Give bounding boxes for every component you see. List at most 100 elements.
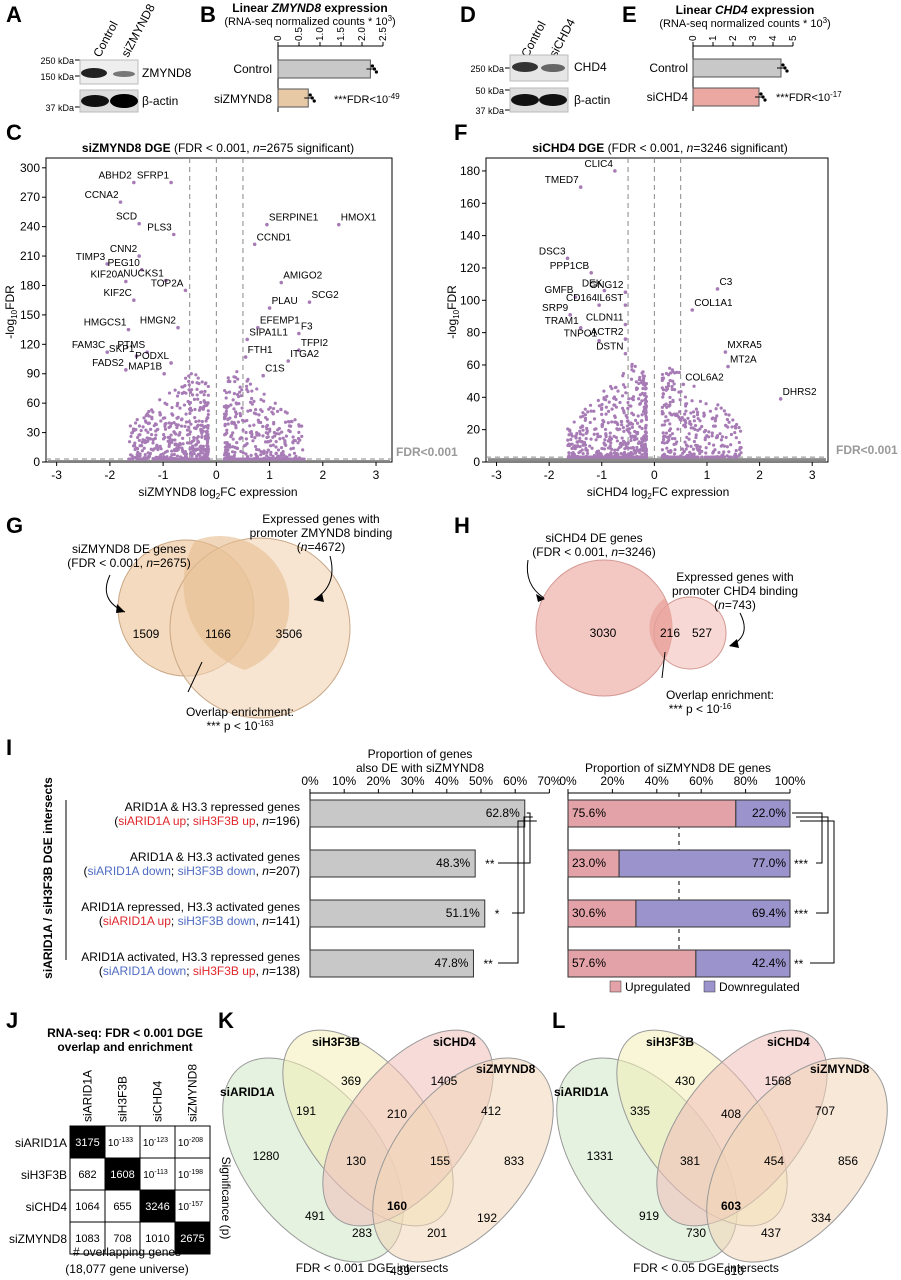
f-point: [585, 429, 589, 433]
f-point: [705, 434, 709, 438]
c-gene-point: [105, 262, 110, 266]
f-gene-point: [602, 288, 607, 293]
c-gene-label: SFRP1: [137, 171, 170, 182]
c-point: [189, 408, 194, 412]
i-row-label: ARID1A repressed, H3.3 activated genes: [81, 900, 300, 914]
c-point: [146, 430, 150, 434]
c-ytick-label: 150: [20, 308, 40, 322]
f-point: [695, 410, 700, 414]
c-point: [259, 398, 263, 402]
f-gene-label: DEK: [582, 279, 603, 290]
c-gene-point: [126, 327, 131, 332]
c-nonsig-band: [48, 460, 390, 461]
f-point: [667, 429, 672, 433]
panel-label-c: C: [6, 120, 22, 145]
f-point: [630, 364, 634, 368]
f-point: [692, 419, 696, 423]
c-point: [292, 451, 297, 455]
f-gene-label: PPP1CB: [550, 261, 590, 272]
f-frame: [485, 157, 829, 463]
c-gene-point: [252, 242, 257, 247]
c-point: [271, 454, 275, 458]
c-point: [226, 376, 230, 380]
j-upper-value: 10-198: [178, 1169, 203, 1181]
f-point: [635, 421, 640, 425]
g-overlap-area: [183, 535, 290, 670]
f-point: [642, 374, 646, 378]
j-row-label: siCHD4: [26, 1200, 68, 1214]
f-point: [661, 392, 665, 396]
i-right-tick-label: 100%: [775, 774, 806, 788]
c-gene-point: [286, 359, 291, 363]
c-point: [259, 420, 263, 425]
f-point: [621, 383, 626, 387]
f-point: [698, 445, 702, 449]
f-point: [668, 395, 672, 399]
c-point: [172, 421, 176, 425]
f-ytick-label: 100: [460, 293, 480, 307]
f-xtick-label: 3: [809, 468, 816, 482]
f-point: [629, 377, 634, 381]
c-point: [245, 455, 250, 459]
c-point: [183, 424, 187, 428]
f-point: [580, 448, 584, 452]
f-point: [672, 382, 676, 386]
f-point: [703, 428, 708, 433]
band-control-actin-d: [511, 94, 539, 106]
f-point: [716, 403, 720, 407]
f-point: [683, 395, 688, 399]
c-point: [160, 457, 164, 461]
f-point: [670, 385, 674, 389]
c-point: [130, 431, 134, 435]
c-point: [229, 403, 233, 407]
f-gene-point: [623, 290, 628, 295]
j-cell: [139, 1125, 176, 1159]
f-gene-label: ACTR2: [591, 327, 624, 338]
c-point: [133, 447, 137, 452]
f-point: [637, 381, 641, 386]
f-point: [628, 404, 632, 408]
l-caption: FDR < 0.05 DGE intersects: [633, 1261, 779, 1275]
c-point: [147, 421, 151, 425]
c-point: [206, 424, 210, 428]
c-ytick-label: 30: [27, 426, 41, 440]
f-point: [597, 455, 601, 459]
f-point: [722, 450, 726, 454]
c-point: [297, 430, 301, 434]
c-point: [243, 419, 247, 423]
f-point: [661, 377, 665, 381]
panel-label-e: E: [622, 2, 637, 27]
f-point: [719, 406, 723, 410]
f-point: [672, 452, 677, 456]
f-point: [668, 411, 672, 415]
f-gene-label: COL1A1: [694, 298, 733, 309]
f-point: [638, 451, 642, 455]
c-point: [170, 449, 174, 453]
f-point: [592, 409, 596, 413]
c-point: [271, 435, 275, 439]
c-gene-label: TOP2A: [151, 278, 184, 289]
c-ytick-label: 60: [27, 396, 41, 410]
f-point: [631, 455, 635, 459]
f-point: [702, 411, 706, 415]
c-point: [284, 434, 289, 438]
f-point: [641, 386, 645, 391]
c-point: [273, 401, 277, 405]
f-gene-point: [623, 322, 628, 327]
f-point: [614, 397, 618, 402]
c-ytick-label: 0: [33, 455, 40, 469]
f-point: [583, 413, 588, 417]
c-gene-point: [256, 325, 260, 330]
f-point: [660, 372, 665, 377]
f-point: [575, 440, 580, 444]
f-point: [600, 402, 604, 407]
f-point: [603, 438, 607, 442]
c-point: [138, 457, 143, 461]
l-label-arid1a: siARID1A: [554, 1085, 609, 1099]
g-pvalue: *** p < 10-163: [206, 719, 274, 733]
c-point: [274, 432, 279, 436]
c-point: [250, 396, 254, 401]
f-gene-point: [623, 351, 628, 356]
marker-250: 250 kDa: [40, 56, 74, 66]
f-ytick-label: 180: [460, 164, 480, 178]
